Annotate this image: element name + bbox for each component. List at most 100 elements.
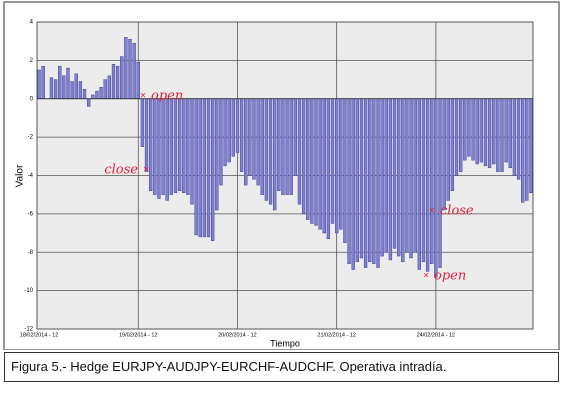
bar [434,98,438,278]
bar [281,98,285,195]
bar [301,98,306,215]
bar [120,56,124,99]
y-tick-label: -2 [28,135,34,141]
bar [161,98,165,195]
bar [405,98,409,253]
bar [186,98,190,195]
bar [454,98,459,176]
bar [397,98,401,257]
bar [471,98,475,161]
bar [37,69,41,99]
bar [115,65,120,99]
y-tick-label: -4 [28,173,34,179]
annotation-cross: × [423,271,429,282]
bar [74,73,78,99]
bar [372,98,376,264]
bar [413,98,417,253]
bar [78,81,83,99]
bar [190,98,194,205]
bar [103,79,107,99]
bar [289,98,293,195]
bar [239,98,244,172]
bar [521,98,525,203]
caption: Figura 5.- Hedge EURJPY-AUDJPY-EURCHF-AU… [4,352,559,382]
x-tick-label: 19/02/2014 - 12 [119,332,158,338]
bar [326,98,331,240]
bar [202,98,207,238]
chart: Valor Tiempo 4 2 0 -2 -4 -6 -8 -10 -1218/02/2014… [3,1,560,350]
bar [479,98,483,163]
bar [264,98,269,201]
annotation: close [104,163,138,178]
bar [368,98,372,263]
bar [260,98,264,195]
bar [82,88,87,99]
bar [165,98,169,201]
bar [529,98,533,193]
bar [128,39,132,99]
y-tick-label: 0 [30,96,34,102]
bar [62,75,66,99]
x-tick-label: 18/02/2014 - 12 [20,332,59,338]
bar [107,75,111,99]
bar [223,98,227,167]
bar [235,98,240,153]
bar [310,98,314,224]
bar [91,94,95,99]
bar [475,98,479,165]
bar [467,98,471,157]
bar [285,98,289,195]
y-tick-label: -10 [24,288,33,294]
bar [248,98,252,176]
bar [492,98,496,165]
annotation-cross: × [143,165,149,176]
bar [430,98,434,264]
bar [388,98,393,261]
bar [438,98,442,268]
bar [442,98,446,211]
bar [177,98,182,192]
bar [215,98,219,211]
bar [363,98,368,268]
bar [87,98,91,107]
bar [355,98,359,263]
bar [330,98,335,224]
bar [211,98,215,241]
bar [306,98,310,220]
bar [446,98,450,201]
bar [314,98,318,226]
bar [384,98,388,253]
bar [376,98,380,268]
bar [483,98,488,167]
bar [339,98,343,230]
bar [500,98,504,172]
bar [343,98,347,243]
annotation-cross: × [429,206,435,217]
bar [318,98,322,230]
bar [380,98,384,257]
bar [392,98,397,249]
bar [58,65,62,99]
bar [421,98,426,263]
bar [496,98,500,172]
bar [53,79,58,99]
bar [504,98,508,163]
bar [41,65,45,99]
bar [401,98,405,263]
x-tick-label: 24/02/2014 - 12 [417,332,456,338]
bar [516,98,521,180]
bar [450,98,455,192]
bar [508,98,512,169]
bar [95,90,99,99]
y-tick-label: -12 [24,327,33,333]
bar [140,98,145,147]
bar [525,98,529,201]
bar [512,98,517,176]
bar [409,98,413,259]
annotation-cross: × [140,91,146,102]
bar [487,98,492,169]
bar [124,37,128,99]
bar [277,98,281,192]
bar [459,98,463,172]
bar [49,77,54,99]
